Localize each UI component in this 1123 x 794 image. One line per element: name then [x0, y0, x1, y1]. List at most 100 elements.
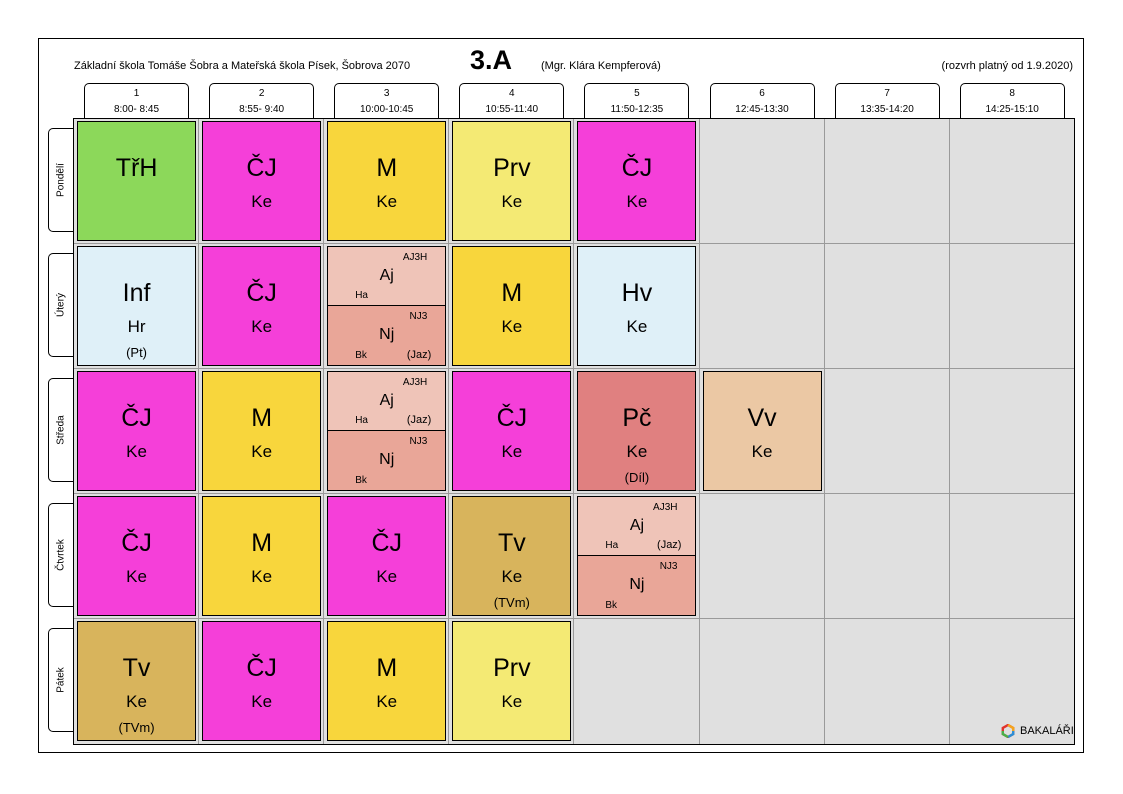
day-label-text: Úterý [55, 293, 67, 317]
lesson-cell[interactable]: ČJ Ke [577, 121, 697, 241]
lesson-subject: Prv [493, 154, 531, 182]
lesson-cell[interactable]: ČJ Ke [452, 371, 572, 491]
bakalari-logo-icon [1001, 724, 1015, 738]
grid-line-vertical [948, 119, 950, 744]
period-number: 7 [884, 88, 890, 99]
period-header-6: 6 12:45-13:30 [709, 83, 815, 118]
lesson-subject: Pč [622, 404, 652, 432]
lesson-teacher: Bk [605, 600, 618, 611]
grid-line-horizontal [74, 368, 1074, 369]
lesson-teacher: Ke [126, 442, 147, 461]
period-header-4: 4 10:55-11:40 [459, 83, 565, 118]
lesson-cell[interactable]: M Ke [327, 121, 447, 241]
period-time: 12:45-13:30 [735, 104, 789, 115]
split-lesson-bottom: NJ3 Nj Bk [328, 431, 446, 490]
lesson-room: (Jaz) [406, 349, 432, 361]
period-time: 10:00-10:45 [359, 104, 414, 115]
lesson-cell[interactable]: ČJ Ke [202, 121, 322, 241]
timetable-grid: TřH ČJ Ke M Ke Prv Ke ČJ Ke Inf Hr (Pt) ČJ Ke AJ3H Aj Ha… [73, 118, 1075, 745]
lesson-subject: Hv [621, 279, 653, 307]
lesson-teacher: Ha [355, 415, 368, 426]
lesson-cell[interactable]: ČJ Ke [327, 496, 447, 616]
day-label: Pátek [48, 628, 73, 732]
period-time: 10:55-11:40 [485, 104, 539, 115]
lesson-cell[interactable]: ČJ Ke [202, 246, 322, 366]
grid-line-horizontal [74, 243, 1074, 244]
lesson-subject: M [376, 154, 398, 182]
lesson-room: (Pt) [126, 345, 148, 360]
lesson-cell[interactable]: TřH [77, 121, 197, 241]
lesson-subject: M [251, 404, 273, 432]
day-label: Čtvrtek [48, 503, 73, 607]
lesson-teacher: Ke [376, 567, 398, 586]
lesson-subject: ČJ [246, 654, 277, 682]
lesson-teacher: Ha [605, 540, 619, 551]
lesson-teacher: Ke [251, 192, 273, 211]
lesson-room: (TVm) [118, 720, 155, 735]
lesson-teacher: Ke [501, 567, 523, 586]
lesson-teacher: Ke [251, 317, 273, 336]
period-time: 8:00- 8:45 [113, 104, 160, 115]
lesson-teacher: Ke [501, 317, 523, 336]
lesson-teacher: Ke [501, 192, 523, 211]
grid-line-vertical [573, 119, 575, 744]
lesson-cell[interactable]: ČJ Ke [77, 371, 197, 491]
lesson-cell[interactable]: Prv Ke [452, 121, 572, 241]
split-lesson-bottom: NJ3 Nj Bk [578, 556, 696, 615]
lesson-teacher: Ke [376, 192, 398, 211]
split-lesson-top: AJ3H Aj Ha (Jaz) [328, 372, 446, 431]
lesson-cell[interactable]: AJ3H Aj Ha (Jaz) NJ3 Nj Bk [327, 371, 447, 491]
lesson-cell[interactable]: M Ke [327, 621, 447, 741]
lesson-cell[interactable]: Pč Ke (Díl) [577, 371, 697, 491]
split-lesson-top: AJ3H Aj Ha (Jaz) [578, 497, 696, 556]
lesson-cell[interactable]: Inf Hr (Pt) [77, 246, 197, 366]
day-label: Středa [48, 378, 73, 482]
period-number: 6 [759, 88, 765, 99]
lesson-teacher: Ke [126, 567, 147, 586]
lesson-cell[interactable]: M Ke [202, 371, 322, 491]
lesson-subject: ČJ [496, 404, 528, 432]
lesson-cell[interactable]: Tv Ke (TVm) [452, 496, 572, 616]
lesson-cell[interactable]: ČJ Ke [77, 496, 197, 616]
lesson-cell[interactable]: M Ke [452, 246, 572, 366]
lesson-teacher: Ke [626, 192, 648, 211]
period-header-2: 2 8:55- 9:40 [209, 83, 315, 118]
lesson-cell[interactable]: M Ke [202, 496, 322, 616]
period-number: 5 [634, 88, 640, 99]
lesson-teacher: Ha [355, 290, 368, 301]
period-number: 1 [133, 88, 140, 99]
period-header-3: 3 10:00-10:45 [334, 83, 440, 118]
lesson-subject: Vv [747, 404, 777, 432]
lesson-room: (Jaz) [406, 414, 432, 426]
lesson-group: AJ3H [402, 252, 428, 263]
lesson-subject: Tv [122, 654, 151, 682]
day-label-text: Pátek [55, 667, 67, 693]
validity-note: (rozvrh platný od 1.9.2020) [941, 60, 1073, 72]
lesson-cell[interactable]: AJ3H Aj Ha NJ3 Nj Bk (Jaz) [327, 246, 447, 366]
lesson-cell[interactable]: AJ3H Aj Ha (Jaz) NJ3 Nj Bk [577, 496, 697, 616]
lesson-subject: ČJ [371, 529, 403, 557]
lesson-cell[interactable]: Tv Ke (TVm) [77, 621, 197, 741]
lesson-subject: Nj [629, 576, 645, 593]
period-header-1: 1 8:00- 8:45 [84, 83, 189, 118]
lesson-cell[interactable]: Prv Ke [452, 621, 572, 741]
lesson-subject: Aj [379, 392, 394, 409]
lesson-group: NJ3 [409, 311, 428, 322]
lesson-cell[interactable]: ČJ Ke [202, 621, 322, 741]
lesson-cell[interactable]: Hv Ke [577, 246, 697, 366]
day-label: Pondělí [48, 128, 73, 232]
lesson-teacher: Ke [251, 567, 273, 586]
lesson-teacher: Ke [751, 442, 773, 461]
lesson-teacher: Ke [501, 692, 523, 711]
lesson-teacher: Bk [355, 475, 367, 486]
lesson-subject: M [376, 654, 398, 682]
lesson-teacher: Ke [626, 317, 648, 336]
lesson-cell[interactable]: Vv Ke [702, 371, 822, 491]
period-number: 8 [1009, 88, 1015, 99]
period-time: 11:50-12:35 [610, 104, 664, 115]
period-time: 13:35-14:20 [860, 104, 914, 115]
school-name: Základní škola Tomáše Šobra a Mateřská š… [74, 60, 411, 72]
lesson-teacher: Hr [127, 317, 146, 336]
lesson-group: NJ3 [659, 561, 678, 572]
class-teacher: (Mgr. Klára Kempferová) [541, 60, 661, 72]
